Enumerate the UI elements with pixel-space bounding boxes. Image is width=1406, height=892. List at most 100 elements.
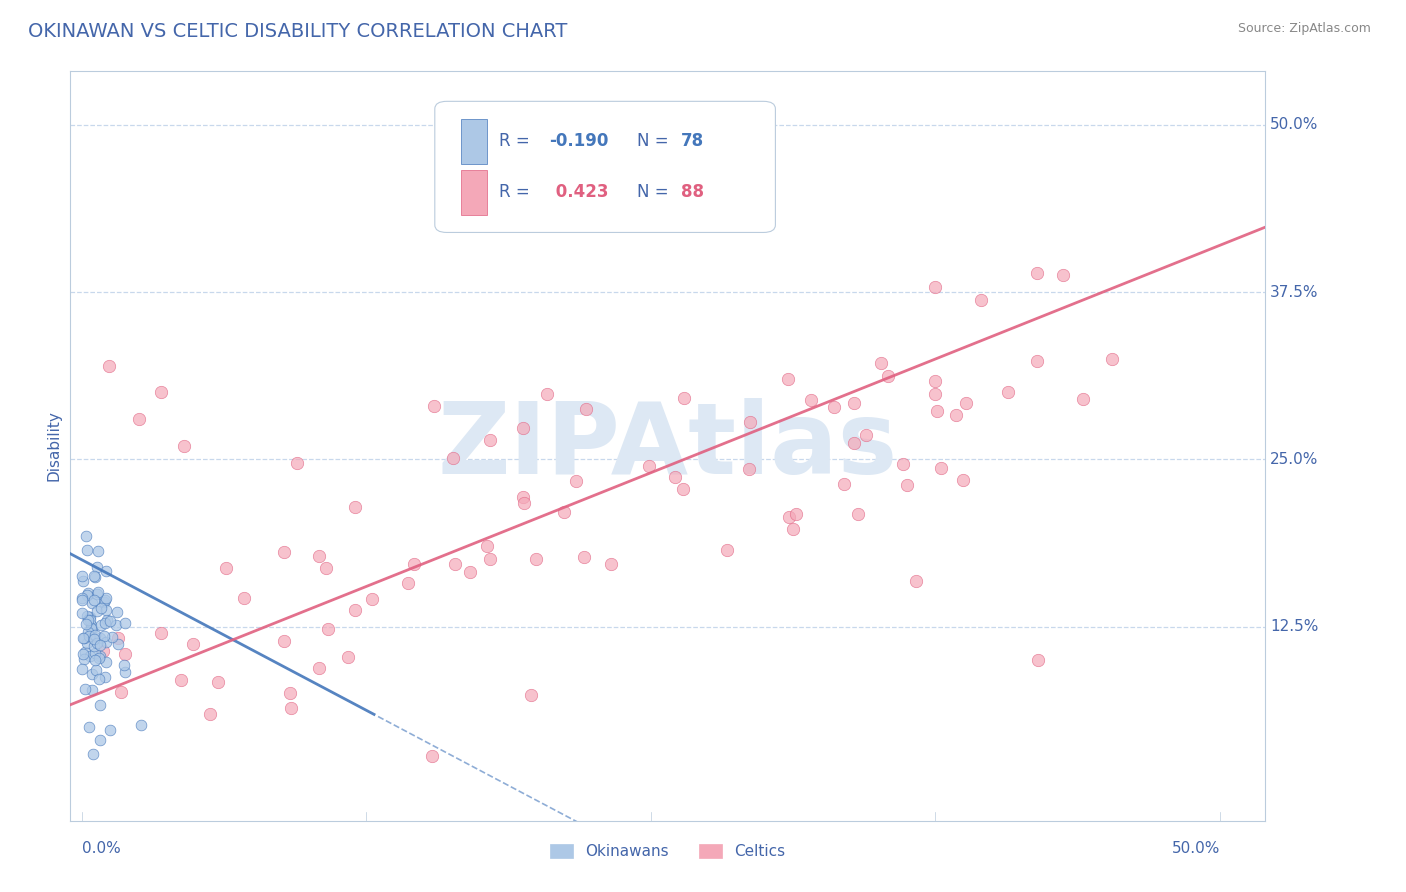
Text: 0.423: 0.423 — [550, 184, 607, 202]
Point — [80, 617, 103, 632]
Point — [207, 674, 229, 689]
Point — [80, 596, 103, 610]
Point — [173, 439, 195, 453]
Point — [128, 412, 150, 426]
Point — [343, 602, 366, 616]
Point — [1071, 392, 1094, 406]
Point — [896, 478, 918, 492]
Point — [83, 639, 105, 653]
Point — [785, 507, 807, 521]
Point — [89, 698, 111, 713]
Point — [337, 649, 360, 664]
Text: OKINAWAN VS CELTIC DISABILITY CORRELATION CHART: OKINAWAN VS CELTIC DISABILITY CORRELATIO… — [28, 22, 568, 41]
Point — [75, 529, 97, 543]
Point — [1025, 354, 1047, 368]
Point — [72, 647, 94, 661]
Point — [170, 673, 193, 688]
Point — [77, 586, 100, 600]
Point — [512, 420, 534, 434]
Text: ZIPAtlas: ZIPAtlas — [437, 398, 898, 494]
Point — [91, 644, 114, 658]
Point — [479, 434, 502, 448]
Point — [553, 505, 575, 519]
Point — [86, 587, 108, 601]
Point — [150, 626, 173, 640]
Point — [1025, 266, 1047, 280]
Point — [782, 522, 804, 536]
Point — [776, 372, 799, 386]
Point — [233, 591, 256, 606]
Point — [75, 645, 97, 659]
Point — [84, 570, 107, 584]
Point — [150, 385, 173, 400]
Point — [79, 613, 101, 627]
Legend: Okinawans, Celtics: Okinawans, Celtics — [544, 838, 792, 865]
Point — [952, 473, 974, 487]
Point — [70, 606, 93, 620]
Point — [924, 387, 946, 401]
Point — [94, 593, 117, 607]
Point — [931, 461, 953, 475]
Point — [924, 375, 946, 389]
Text: 50.0%: 50.0% — [1270, 118, 1319, 132]
Point — [1101, 351, 1123, 366]
Point — [70, 593, 93, 607]
Point — [80, 666, 103, 681]
Point — [478, 552, 501, 566]
Point — [842, 436, 865, 450]
Text: N =: N = — [637, 132, 673, 151]
Point — [955, 396, 977, 410]
Point — [76, 543, 98, 558]
Y-axis label: Disability: Disability — [46, 410, 62, 482]
Point — [77, 720, 100, 734]
Point — [1052, 268, 1074, 282]
Point — [70, 569, 93, 583]
Point — [112, 658, 135, 673]
Point — [114, 647, 136, 661]
Point — [82, 747, 104, 761]
Point — [94, 603, 117, 617]
Point — [101, 630, 124, 644]
Point — [716, 542, 738, 557]
FancyBboxPatch shape — [461, 170, 488, 215]
Point — [84, 663, 107, 677]
Point — [110, 685, 132, 699]
Point — [76, 613, 98, 627]
FancyBboxPatch shape — [461, 119, 488, 164]
Point — [93, 670, 115, 684]
Point — [98, 359, 121, 373]
Point — [98, 615, 121, 629]
Point — [343, 500, 366, 514]
Point — [441, 451, 464, 466]
Point — [672, 391, 695, 405]
Point — [83, 652, 105, 666]
Point — [89, 648, 111, 663]
Point — [308, 661, 330, 675]
Point — [846, 507, 869, 521]
Point — [89, 631, 111, 645]
Point — [76, 624, 98, 639]
Text: 25.0%: 25.0% — [1270, 452, 1319, 467]
Point — [278, 685, 301, 699]
Text: 78: 78 — [681, 132, 704, 151]
Point — [423, 399, 446, 413]
Point — [396, 576, 419, 591]
Point — [924, 279, 946, 293]
Point — [945, 408, 967, 422]
Point — [904, 574, 927, 588]
Point — [565, 474, 588, 488]
Point — [927, 404, 949, 418]
Point — [600, 557, 623, 571]
Point — [402, 557, 425, 571]
Point — [280, 701, 302, 715]
Point — [970, 293, 993, 308]
Point — [83, 632, 105, 647]
Point — [475, 539, 498, 553]
Point — [79, 648, 101, 663]
Point — [96, 591, 118, 605]
Point — [519, 688, 541, 702]
Point — [444, 557, 467, 571]
Text: N =: N = — [637, 184, 673, 202]
Point — [104, 618, 127, 632]
Point — [114, 665, 136, 679]
